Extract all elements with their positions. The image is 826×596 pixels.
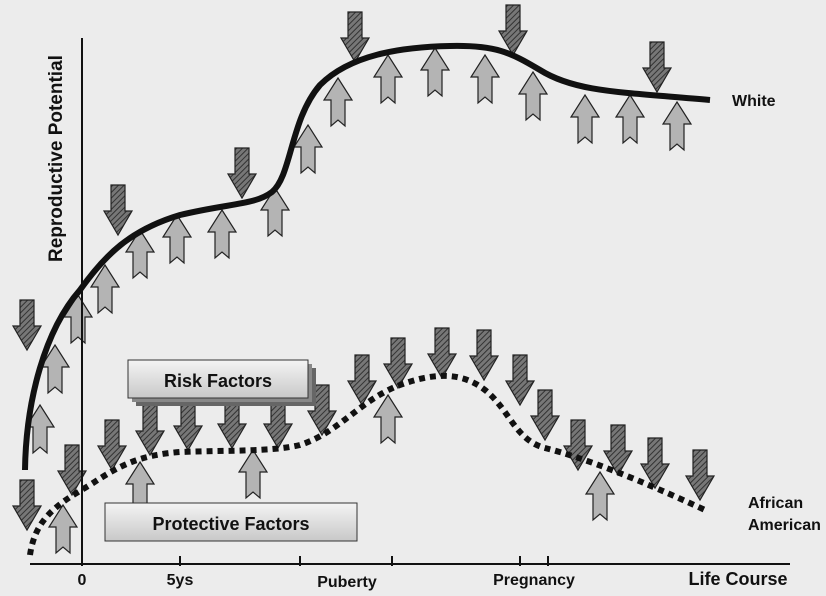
protective-arrow	[372, 393, 404, 445]
african-american-label: African	[748, 495, 803, 512]
risk-arrow	[102, 184, 134, 237]
x-tick-label: Puberty	[317, 574, 377, 591]
protective-arrow	[47, 503, 79, 555]
white-label: White	[732, 93, 776, 110]
risk-arrow	[639, 437, 671, 490]
x-tick-label: 0	[78, 572, 87, 589]
protective-arrow	[517, 70, 549, 122]
risk-arrow	[529, 389, 561, 442]
protective-arrow	[614, 93, 646, 145]
y-axis-label: Reproductive Potential	[46, 55, 67, 262]
risk-arrow	[468, 329, 500, 382]
x-tick-label: Pregnancy	[493, 572, 575, 589]
african-american-curve	[27, 372, 707, 556]
african-american-label: American	[748, 517, 821, 534]
risk-arrow	[602, 424, 634, 477]
protective-label: Protective Factors	[152, 514, 309, 534]
risk-box: Risk Factors	[127, 359, 316, 406]
protective-arrow	[584, 470, 616, 522]
risk-arrow	[684, 449, 716, 502]
protective-arrow	[124, 228, 156, 280]
risk-label: Risk Factors	[164, 371, 272, 391]
risk-arrow	[497, 4, 529, 57]
protective-arrow	[372, 53, 404, 105]
protective-arrow	[237, 448, 269, 500]
x-axis-label: Life Course	[688, 569, 787, 589]
protective-arrow	[569, 93, 601, 145]
risk-arrow	[96, 419, 128, 472]
risk-arrow	[339, 11, 371, 64]
protective-arrow	[661, 100, 693, 152]
protective-arrow	[292, 123, 324, 175]
protective-arrow	[161, 213, 193, 265]
risk-arrow	[562, 419, 594, 472]
risk-arrow	[426, 327, 458, 380]
protective-arrow	[206, 208, 238, 260]
protective-box: Protective Factors	[104, 502, 358, 542]
white-curve	[22, 42, 711, 471]
arrows	[11, 4, 716, 555]
risk-arrow	[226, 147, 258, 200]
risk-arrow	[346, 354, 378, 407]
protective-arrow	[259, 186, 291, 238]
x-tick-label: 5ys	[167, 572, 194, 589]
risk-arrow	[504, 354, 536, 407]
risk-arrow	[134, 404, 166, 457]
risk-arrow	[641, 41, 673, 94]
risk-arrow	[56, 444, 88, 497]
risk-arrow	[382, 337, 414, 390]
protective-arrow	[322, 76, 354, 128]
protective-arrow	[469, 53, 501, 105]
risk-arrow	[11, 479, 43, 532]
protective-arrow	[89, 263, 121, 315]
risk-arrow	[11, 299, 43, 352]
x-ticks	[179, 556, 549, 566]
protective-arrow	[62, 293, 94, 345]
protective-arrow	[419, 46, 451, 98]
